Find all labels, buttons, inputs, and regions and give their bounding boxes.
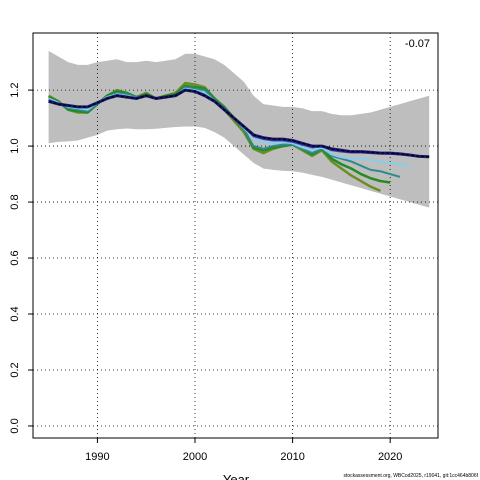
y-tick-label: 0.4 (9, 306, 21, 321)
y-tick-label: 0.0 (9, 418, 21, 433)
x-tick-label: 2010 (280, 451, 304, 463)
x-axis-label: Year (223, 472, 250, 480)
confidence-band (48, 50, 430, 208)
footer: stockassessment.org, WBCod2025, r19041, … (343, 473, 478, 479)
y-tick-label: 1.0 (9, 138, 21, 153)
series-line-dashed (48, 89, 430, 158)
y-tick-label: 0.2 (9, 362, 21, 377)
plot-frame (32, 32, 439, 439)
x-tick-label: 2000 (183, 451, 207, 463)
y-tick-label: 1.2 (9, 82, 21, 97)
x-tick-label: 1990 (85, 451, 109, 463)
annotation: -0.07 (405, 38, 430, 50)
x-tick-label: 2020 (378, 451, 402, 463)
y-tick-label: 0.6 (9, 250, 21, 265)
y-tick-label: 0.8 (9, 194, 21, 209)
